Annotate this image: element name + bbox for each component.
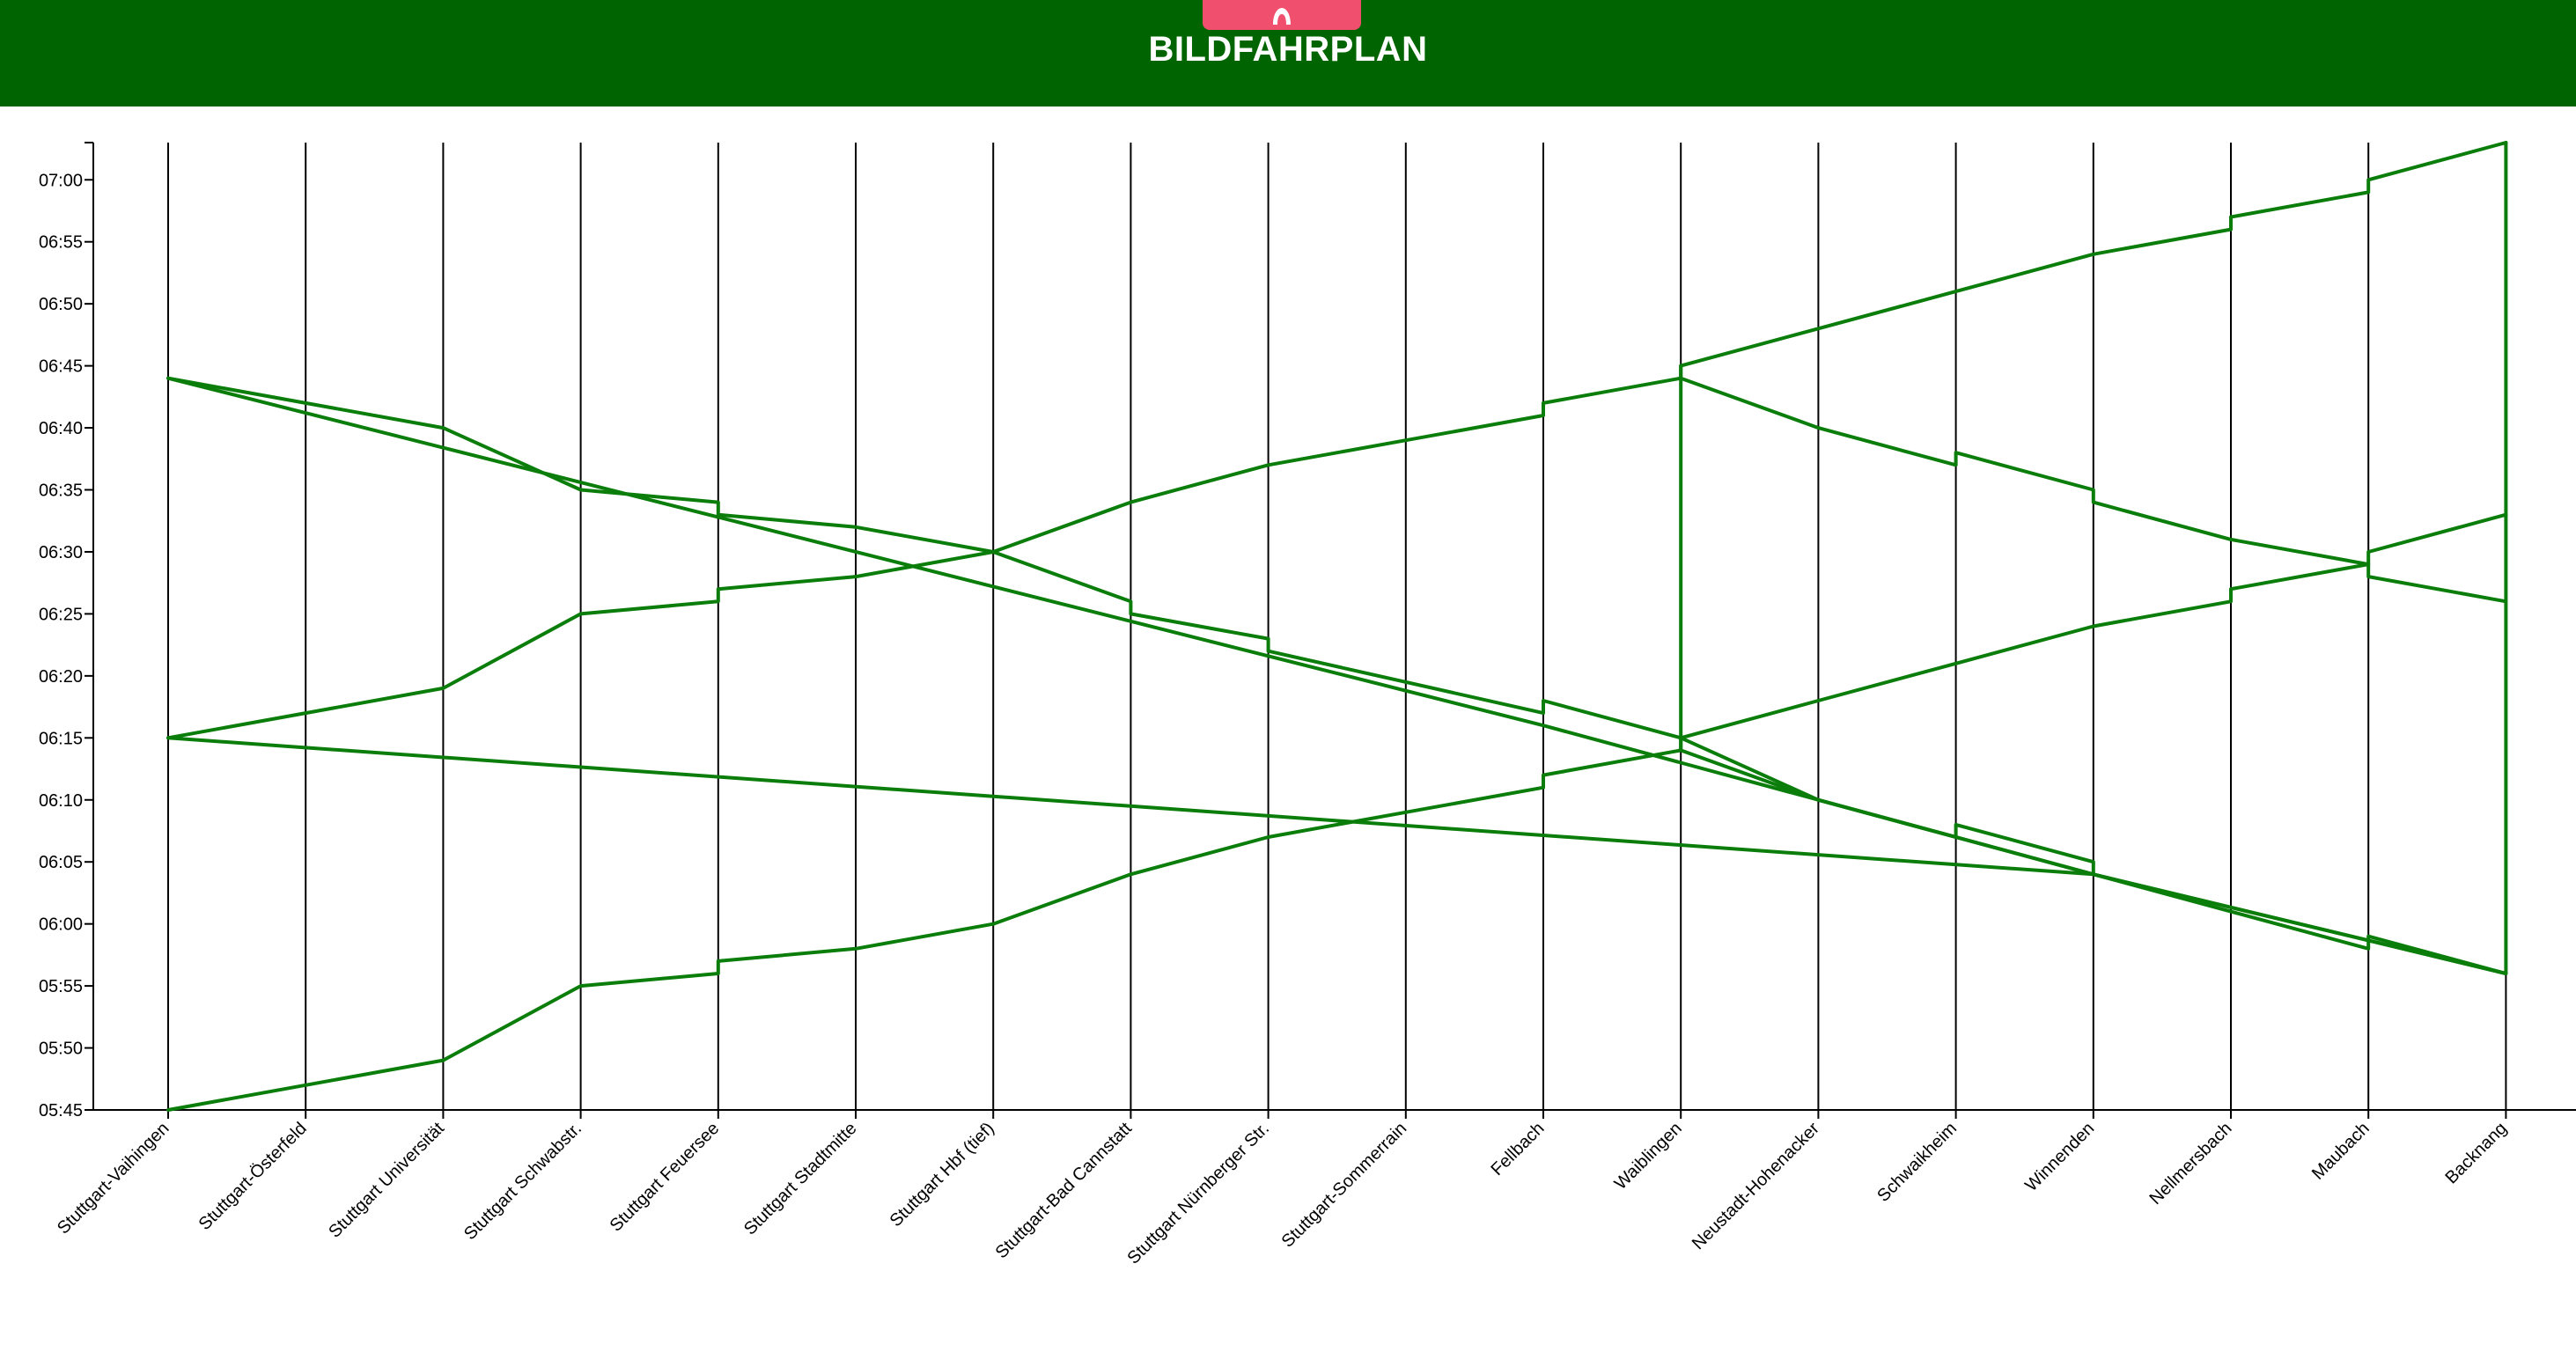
y-tick-label: 06:10 xyxy=(39,791,83,811)
x-axis: Stuttgart-Vaihingen Stuttgart-Österfeld St… xyxy=(54,1109,2576,1268)
x-tick-label: Winnenden xyxy=(2021,1119,2098,1195)
x-tick-label: Waiblingen xyxy=(1611,1119,1686,1194)
y-tick-label: 06:55 xyxy=(39,233,83,253)
y-tick-label: 06:25 xyxy=(39,605,83,624)
x-tick-label: Stuttgart Universität xyxy=(325,1119,448,1242)
y-tick-label: 06:20 xyxy=(39,667,83,687)
x-tick-label: Schwaikheim xyxy=(1873,1119,1961,1206)
y-tick-label: 06:35 xyxy=(39,481,83,501)
y-tick-label: 05:50 xyxy=(39,1040,83,1059)
train-path-line xyxy=(166,376,2095,877)
y-tick-label: 06:45 xyxy=(39,357,83,377)
y-tick-label: 06:05 xyxy=(39,853,83,872)
y-axis: 05:45 05:50 05:55 06:00 06:05 06:10 06:15 06:20… xyxy=(39,142,94,1121)
x-tick-label: Stuttgart Schwabstr. xyxy=(460,1119,585,1244)
x-tick-label: Stuttgart Stadtmitte xyxy=(740,1119,861,1239)
x-tick-label: Neustadt-Hohenacker xyxy=(1689,1119,1823,1253)
station-gridlines xyxy=(167,143,2507,1110)
y-tick-label: 06:40 xyxy=(39,419,83,438)
x-tick-label: Fellbach xyxy=(1488,1119,1549,1179)
y-tick-label: 05:55 xyxy=(39,977,83,996)
tram-logo-icon xyxy=(1273,8,1291,25)
y-tick-label: 06:00 xyxy=(39,915,83,935)
x-tick-label: Stuttgart Hbf (tief) xyxy=(887,1119,998,1231)
train-path-line xyxy=(166,141,2508,740)
x-tick-label: Backnang xyxy=(2441,1119,2510,1187)
x-tick-label: Stuttgart-Vaihingen xyxy=(54,1119,173,1238)
train-paths xyxy=(166,141,2508,1112)
y-tick-label: 07:00 xyxy=(39,171,83,190)
x-tick-label: Stuttgart-Österfeld xyxy=(195,1119,311,1234)
y-tick-label: 06:50 xyxy=(39,295,83,314)
train-path-line xyxy=(166,736,2508,975)
x-tick-label: Stuttgart Nürnberger Str. xyxy=(1124,1119,1274,1268)
logo-tab[interactable] xyxy=(1203,0,1361,30)
header-bar: BILDFAHRPLAN xyxy=(0,0,2576,107)
timetable-chart: 05:45 05:50 05:55 06:00 06:05 06:10 06:15 06:20… xyxy=(39,141,2576,1268)
page-title: BILDFAHRPLAN xyxy=(1148,30,1428,69)
x-tick-label: Maubach xyxy=(2308,1119,2374,1184)
x-tick-label: Stuttgart Feuersee xyxy=(607,1119,724,1236)
x-tick-label: Stuttgart-Bad Cannstatt xyxy=(992,1119,1137,1263)
y-tick-label: 06:15 xyxy=(39,729,83,748)
y-tick-label: 06:30 xyxy=(39,543,83,562)
x-tick-label: Nellmersbach xyxy=(2146,1119,2236,1209)
train-path-line xyxy=(166,512,2508,1112)
y-tick-label: 05:45 xyxy=(39,1101,83,1121)
x-tick-label: Stuttgart-Sommerrain xyxy=(1278,1119,1411,1252)
